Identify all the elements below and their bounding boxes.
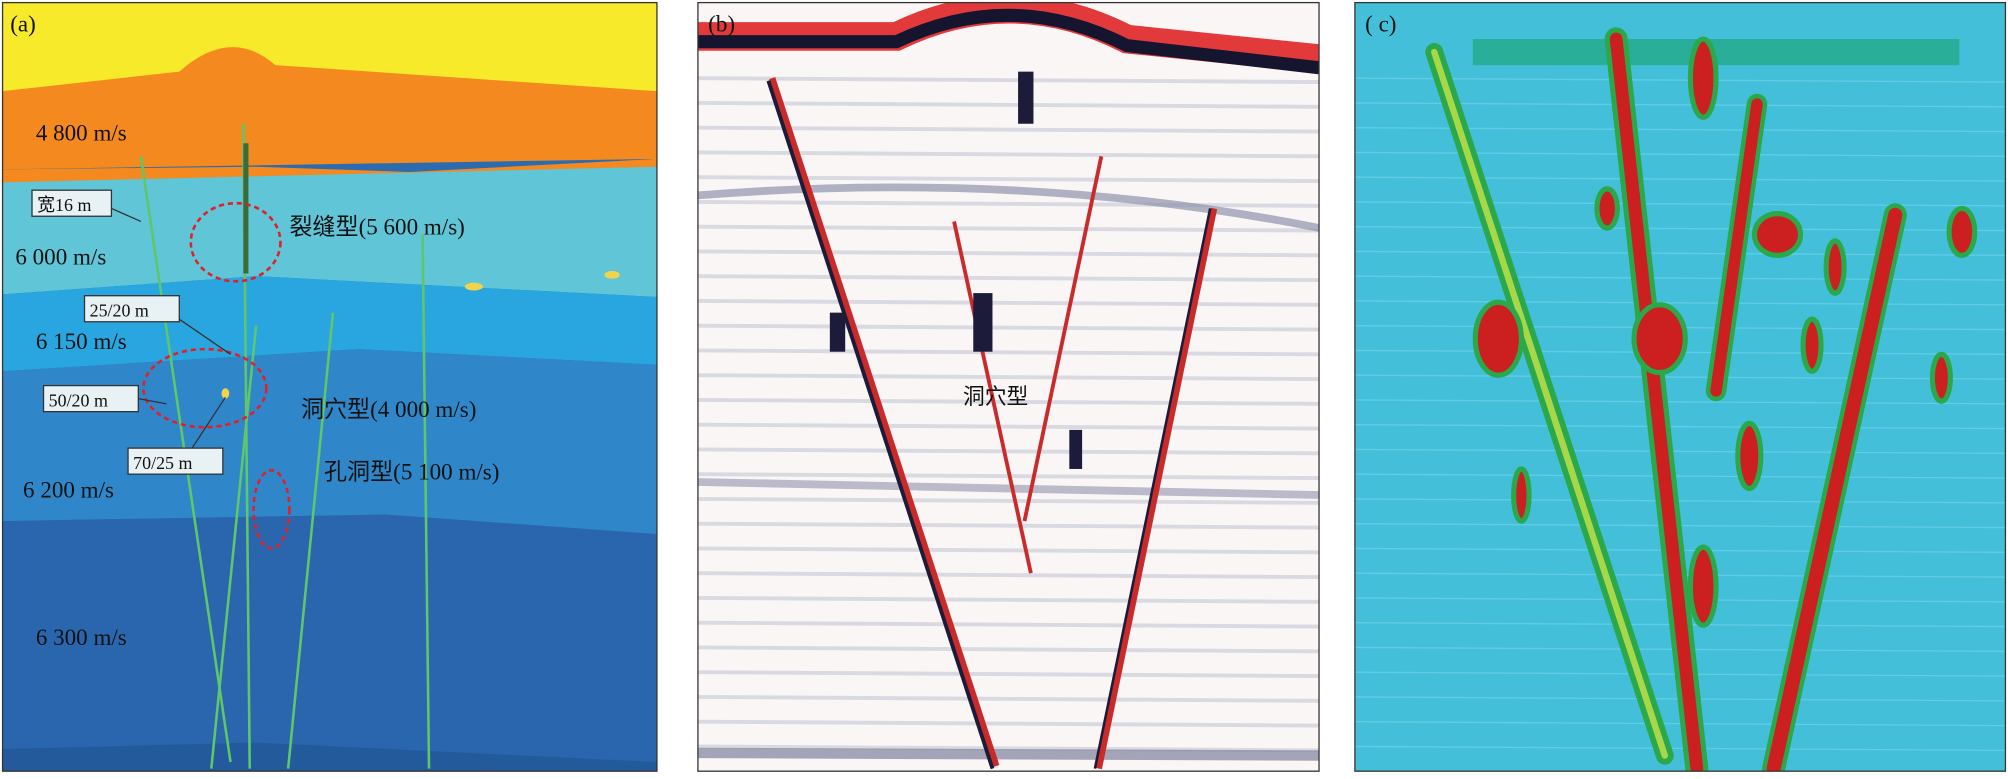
layer-velocity: 6 150 m/s xyxy=(36,329,127,355)
texture xyxy=(697,670,1320,679)
texture xyxy=(697,719,1320,728)
texture xyxy=(697,348,1320,357)
texture xyxy=(1354,399,2006,405)
texture xyxy=(1354,448,2006,454)
texture xyxy=(697,76,1320,85)
texture xyxy=(697,274,1320,283)
texture xyxy=(697,125,1320,134)
texture xyxy=(697,323,1320,332)
texture xyxy=(1354,176,2006,182)
panel-label: (a) xyxy=(10,11,36,37)
type-label: 孔洞型(5 100 m/s) xyxy=(324,459,499,485)
panel-b xyxy=(697,2,1320,772)
type-label: 裂缝型(5 600 m/s) xyxy=(289,214,464,240)
texture xyxy=(697,546,1320,555)
annotation: 洞穴型 xyxy=(963,385,1028,410)
texture xyxy=(697,447,1320,456)
texture xyxy=(697,595,1320,604)
texture xyxy=(697,645,1320,654)
frame xyxy=(1,1,658,772)
texture xyxy=(697,199,1320,208)
texture xyxy=(1354,473,2006,479)
texture xyxy=(697,298,1320,307)
layer-velocity: 6 000 m/s xyxy=(15,244,106,270)
texture xyxy=(1354,102,2006,108)
texture xyxy=(1354,275,2006,281)
type-label: 洞穴型(4 000 m/s) xyxy=(301,397,476,423)
width-label: 宽16 m xyxy=(37,195,91,215)
texture xyxy=(1354,498,2006,504)
width-label: 25/20 m xyxy=(90,300,149,320)
texture xyxy=(1354,374,2006,380)
width-label: 50/20 m xyxy=(49,390,108,410)
texture xyxy=(697,100,1320,109)
texture xyxy=(697,620,1320,629)
texture xyxy=(697,224,1320,233)
texture xyxy=(1354,721,2006,727)
layer-velocity: 6 200 m/s xyxy=(23,477,114,503)
texture xyxy=(697,571,1320,580)
frame xyxy=(1354,1,2007,772)
layer-velocity: 6 300 m/s xyxy=(36,625,127,651)
texture xyxy=(697,744,1320,753)
texture xyxy=(1354,77,2006,83)
panel-c xyxy=(1354,2,2006,772)
texture xyxy=(1354,745,2006,751)
texture xyxy=(697,496,1320,505)
layer-velocity: 4 800 m/s xyxy=(36,121,127,147)
texture xyxy=(697,249,1320,258)
texture xyxy=(697,150,1320,159)
width-label: 70/25 m xyxy=(133,453,192,473)
panel-label: (b) xyxy=(708,11,735,37)
texture xyxy=(697,397,1320,406)
texture xyxy=(1354,424,2006,430)
frame xyxy=(697,1,1320,772)
panel-label: ( c) xyxy=(1365,11,1396,37)
texture xyxy=(697,422,1320,431)
texture xyxy=(697,521,1320,530)
texture xyxy=(697,694,1320,703)
texture xyxy=(697,373,1320,382)
texture xyxy=(1354,300,2006,306)
